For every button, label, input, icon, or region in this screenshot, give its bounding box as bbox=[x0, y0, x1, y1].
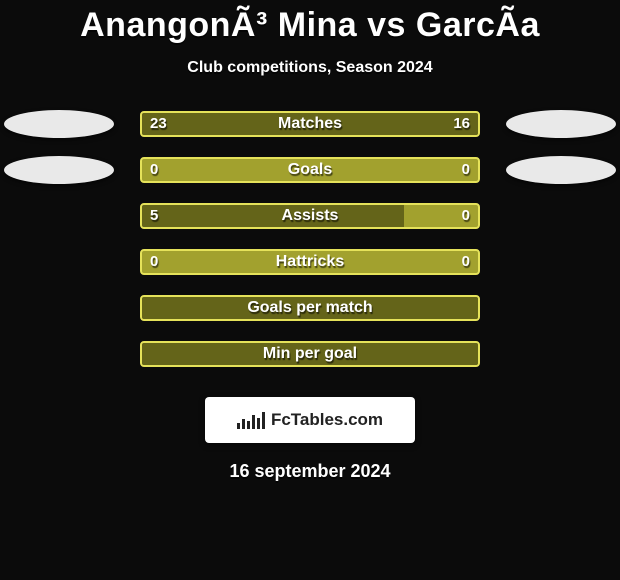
bar-fill-full bbox=[142, 343, 478, 365]
logo-badge: FcTables.com bbox=[205, 397, 415, 443]
player-dot-right bbox=[506, 110, 616, 138]
logo-text: FcTables.com bbox=[271, 410, 383, 430]
bar-fill-left bbox=[142, 113, 340, 135]
bar-fill-full bbox=[142, 297, 478, 319]
stat-value-right: 0 bbox=[462, 249, 470, 275]
stat-row: Hattricks00 bbox=[0, 249, 620, 295]
bar-track bbox=[140, 295, 480, 321]
player-dot-right bbox=[506, 156, 616, 184]
stat-value-left: 0 bbox=[150, 249, 158, 275]
bar-track bbox=[140, 157, 480, 183]
bar-track bbox=[140, 203, 480, 229]
stat-value-right: 16 bbox=[453, 111, 470, 137]
stat-value-left: 0 bbox=[150, 157, 158, 183]
bar-track bbox=[140, 111, 480, 137]
bar-track bbox=[140, 341, 480, 367]
stat-row: Matches2316 bbox=[0, 111, 620, 157]
chart-icon bbox=[237, 411, 265, 429]
stat-value-right: 0 bbox=[462, 203, 470, 229]
stat-row: Goals00 bbox=[0, 157, 620, 203]
bar-fill-left bbox=[142, 205, 404, 227]
stat-value-right: 0 bbox=[462, 157, 470, 183]
comparison-card: AnangonÃ³ Mina vs GarcÃ­a Club competiti… bbox=[0, 0, 620, 580]
page-title: AnangonÃ³ Mina vs GarcÃ­a bbox=[0, 6, 620, 45]
bar-track bbox=[140, 249, 480, 275]
stats-rows: Matches2316Goals00Assists50Hattricks00Go… bbox=[0, 111, 620, 387]
date-label: 16 september 2024 bbox=[0, 461, 620, 482]
player-dot-left bbox=[4, 110, 114, 138]
subtitle: Club competitions, Season 2024 bbox=[0, 59, 620, 77]
stat-value-left: 5 bbox=[150, 203, 158, 229]
stat-value-left: 23 bbox=[150, 111, 167, 137]
stat-row: Min per goal bbox=[0, 341, 620, 387]
stat-row: Goals per match bbox=[0, 295, 620, 341]
player-dot-left bbox=[4, 156, 114, 184]
stat-row: Assists50 bbox=[0, 203, 620, 249]
